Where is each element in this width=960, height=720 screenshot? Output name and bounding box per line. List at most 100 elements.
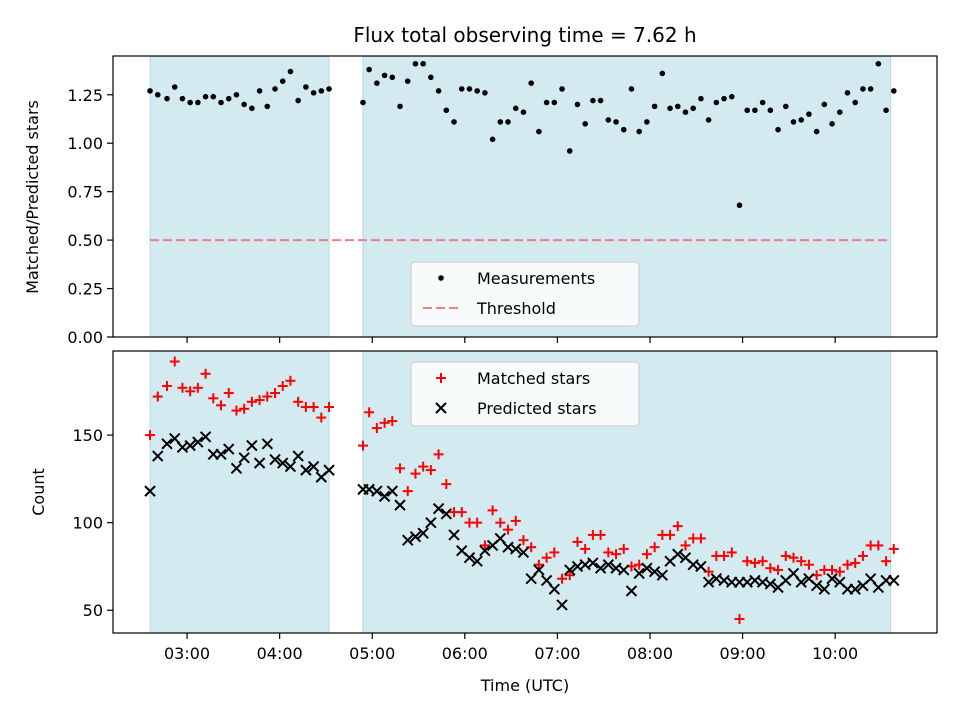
predicted-star-marker: [648, 565, 661, 578]
measurement-point: [272, 86, 278, 92]
y-axis-title: Matched/Predicted stars: [23, 100, 42, 294]
legend-item: Matched stars: [436, 369, 590, 388]
measurement-series: [147, 60, 897, 242]
matched-star-marker: [246, 396, 257, 407]
measurement-point: [428, 74, 434, 81]
matched-star-marker: [270, 388, 281, 399]
matched-star-marker: [680, 540, 691, 551]
count-series: [144, 356, 900, 624]
y-tick-label: 150: [72, 426, 103, 445]
predicted-star-marker: [702, 576, 715, 588]
matched-star-marker: [734, 613, 745, 624]
predicted-star-marker: [409, 530, 422, 543]
matched-star-marker: [495, 517, 506, 528]
matched-star-marker: [564, 570, 575, 581]
matched-star-marker: [277, 381, 288, 392]
measurement-point: [225, 95, 232, 102]
matched-star-marker: [749, 557, 760, 568]
matched-star-marker: [324, 402, 335, 413]
predicted-star-marker: [510, 543, 522, 555]
predicted-star-marker: [215, 448, 227, 461]
matched-star-marker: [611, 549, 622, 560]
predicted-star-marker: [471, 555, 483, 567]
measurement-point: [497, 119, 504, 125]
matched-star-marker: [503, 524, 514, 535]
matched-star-marker: [231, 405, 242, 416]
predicted-star-marker: [425, 516, 437, 529]
legend-item: Predicted stars: [435, 399, 597, 418]
matched-star-marker: [765, 563, 776, 574]
axes-frame: [112, 350, 938, 634]
matched-star-marker: [371, 423, 382, 434]
matched-star-marker: [595, 529, 606, 540]
matched-star-marker: [152, 391, 163, 402]
measurement-point: [752, 107, 758, 114]
measurement-point: [867, 86, 874, 92]
matched-star-marker: [549, 547, 560, 558]
predicted-star-marker: [641, 562, 653, 574]
predicted-star-marker: [323, 464, 335, 476]
measurement-point: [813, 128, 820, 135]
measurement-point: [798, 117, 805, 123]
measurement-point: [613, 119, 619, 125]
matched-star-marker: [649, 542, 660, 553]
measurement-point: [310, 90, 317, 96]
axes-frame: [112, 55, 938, 338]
measurement-point: [366, 66, 372, 73]
matched-star-marker: [418, 461, 429, 472]
predicted-star-marker: [656, 569, 669, 581]
matched-star-marker: [293, 396, 304, 407]
measurement-point: [636, 128, 642, 135]
matched-star-marker: [316, 412, 327, 423]
measurement-point: [767, 107, 774, 114]
measurement-point: [466, 86, 473, 92]
y-tick-label: 0.00: [67, 328, 103, 347]
y-axis-ticks: 0.00 0.25 0.50 0.75 1.00 1.25: [67, 86, 113, 347]
predicted-star-marker: [417, 527, 429, 539]
predicted-star-marker: [602, 558, 615, 571]
measurement-point: [775, 126, 781, 133]
matched-star-marker: [433, 449, 444, 460]
legend: Measurements Threshold: [410, 261, 640, 327]
predicted-star-marker: [826, 572, 838, 585]
matched-star-marker: [665, 529, 676, 540]
matched-star-marker: [796, 556, 807, 567]
measurement-point: [218, 99, 224, 106]
measurement-point: [821, 101, 828, 108]
predicted-star-marker: [587, 557, 599, 569]
measurement-point: [628, 86, 635, 92]
measurement-point: [279, 78, 286, 84]
measurement-point: [736, 202, 743, 209]
legend-item: Threshold: [423, 299, 556, 318]
measurement-point: [674, 103, 681, 110]
predicted-star-marker: [152, 450, 164, 462]
observing-window-band: [149, 55, 330, 338]
predicted-star-marker: [238, 452, 250, 464]
predicted-star-marker: [695, 560, 707, 573]
predicted-star-marker: [618, 564, 630, 576]
predicted-star-marker: [292, 450, 304, 462]
measurement-point: [303, 84, 309, 90]
matched-star-marker: [881, 556, 892, 567]
matched-star-marker: [533, 559, 544, 570]
y-tick-label: 50: [83, 601, 103, 620]
measurement-point: [721, 95, 727, 102]
matched-star-marker: [200, 368, 211, 379]
matched-star-marker: [618, 543, 629, 554]
legend: Matched stars Predicted stars: [410, 361, 640, 427]
matched-star-marker: [162, 381, 173, 392]
predicted-star-marker: [764, 578, 777, 590]
matched-star-marker: [169, 356, 180, 367]
predicted-star-marker: [386, 485, 399, 497]
matched-star-marker: [192, 382, 203, 393]
measurement-point: [202, 93, 209, 100]
matched-star-marker: [780, 550, 791, 561]
predicted-star-marker: [795, 576, 807, 588]
predicted-star-marker: [448, 529, 460, 541]
measurement-point: [543, 99, 550, 106]
predicted-star-marker: [378, 490, 391, 503]
matched-star-marker: [757, 556, 768, 567]
measurement-point: [536, 128, 542, 135]
